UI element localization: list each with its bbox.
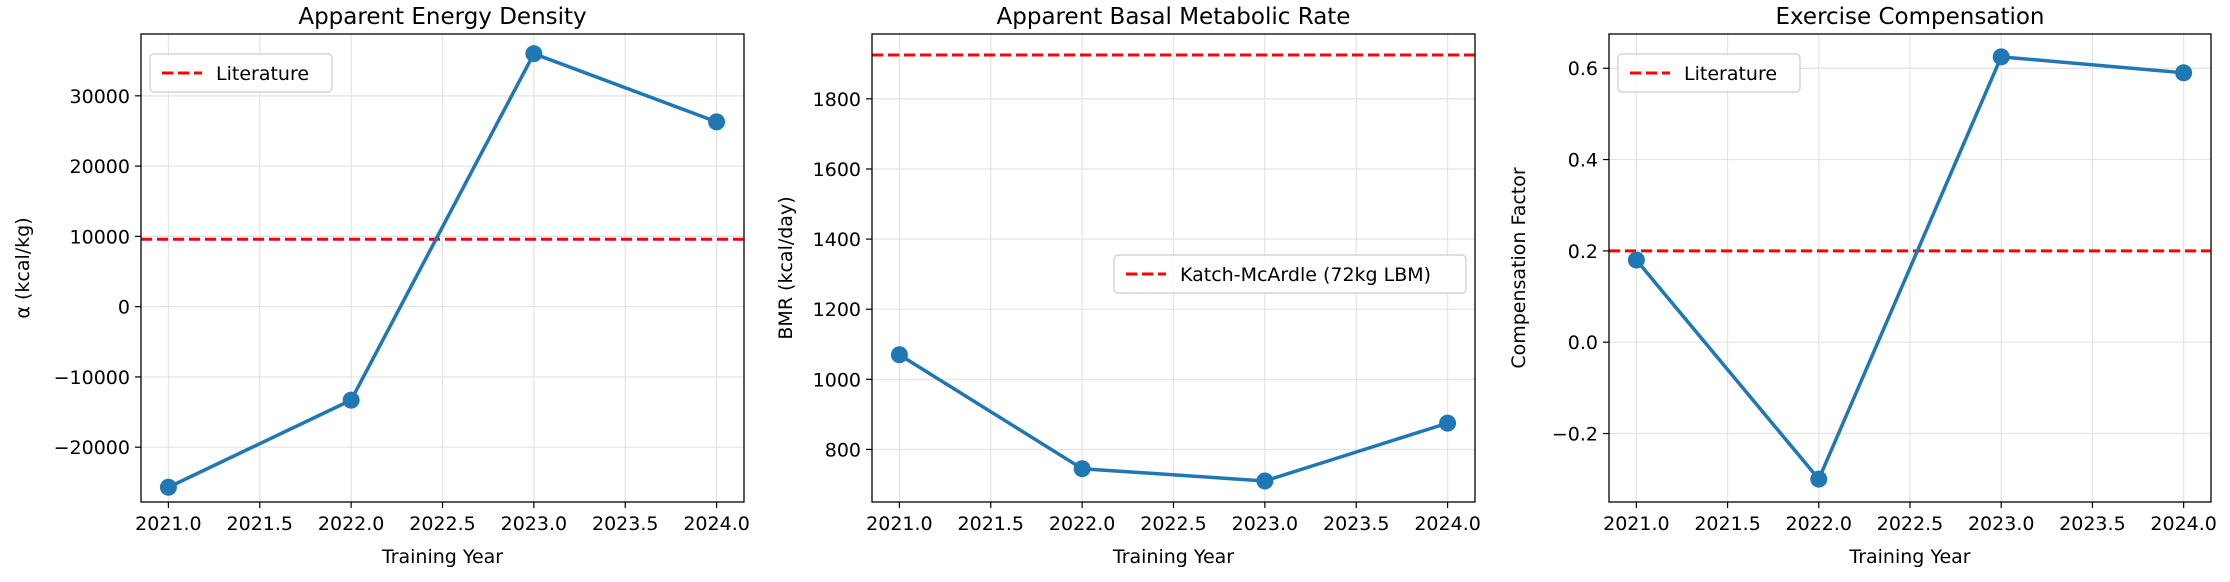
x-tick-label: 2021.5 [227, 513, 293, 535]
y-tick-label: 30000 [70, 86, 130, 108]
y-tick-label: −20000 [54, 437, 130, 459]
data-point [1256, 472, 1274, 490]
y-axis-label: Compensation Factor [1508, 167, 1530, 369]
chart-title: Apparent Basal Metabolic Rate [997, 4, 1351, 30]
x-tick-label: 2022.5 [1140, 513, 1206, 535]
x-tick-label: 2021.5 [1694, 513, 1760, 535]
y-tick-label: 0.6 [1568, 58, 1598, 80]
x-tick-label: 2022.5 [409, 513, 475, 535]
y-tick-label: −0.2 [1552, 424, 1598, 446]
y-tick-label: 1400 [813, 229, 861, 251]
data-point [708, 113, 726, 131]
data-point [159, 478, 177, 496]
series-line [167, 51, 718, 489]
y-axis-label: α (kcal/kg) [12, 217, 34, 318]
x-tick-label: 2022.5 [1877, 513, 1943, 535]
y-axis-label: BMR (kcal/day) [775, 196, 797, 339]
x-axis-label: Training Year [1112, 546, 1234, 568]
x-tick-label: 2023.5 [2059, 513, 2125, 535]
data-point [1073, 460, 1091, 478]
legend: Literature [149, 53, 333, 93]
legend-label: Literature [1684, 63, 1777, 85]
y-tick-label: 1000 [813, 369, 861, 391]
x-tick-label: 2021.5 [958, 513, 1024, 535]
y-tick-label: −10000 [54, 367, 130, 389]
legend-box [1113, 254, 1467, 294]
x-tick-label: 2021.0 [866, 513, 932, 535]
y-tick-label: 1800 [813, 89, 861, 111]
series-line [898, 353, 1449, 483]
chart-panel-2: 2021.0 2021.5 2022.0 2022.5 2023.0 2023.5 2024… [775, 4, 1481, 568]
x-tick-label: 2021.0 [135, 513, 201, 535]
x-tick-label: 2024.0 [2150, 513, 2216, 535]
y-tick-label: 0 [118, 297, 130, 319]
y-tick-label: 0.4 [1568, 150, 1598, 172]
y-tick-label: 0.0 [1568, 332, 1598, 354]
y-tick-label: 1600 [813, 159, 861, 181]
x-axis-label: Training Year [1848, 546, 1970, 568]
chart-title: Exercise Compensation [1775, 4, 2044, 30]
y-tick-label: 20000 [70, 156, 130, 178]
data-point [525, 45, 543, 63]
x-tick-label: 2024.0 [683, 513, 749, 535]
legend-label: Literature [216, 63, 309, 85]
chart-panel-1: 2021.0 2021.5 2022.0 2022.5 2023.0 2023.5 2024… [12, 4, 750, 568]
x-tick-label: 2023.0 [1232, 513, 1298, 535]
data-point [342, 391, 360, 409]
data-point [890, 346, 908, 364]
chart-title: Apparent Energy Density [298, 4, 586, 30]
legend: Katch-McArdle (72kg LBM) [1113, 254, 1467, 294]
data-point [1627, 251, 1645, 269]
legend: Literature [1617, 53, 1801, 93]
y-tick-label: 10000 [70, 226, 130, 248]
x-tick-label: 2023.5 [592, 513, 658, 535]
y-tick-label: 0.2 [1568, 241, 1598, 263]
x-tick-label: 2022.0 [1049, 513, 1115, 535]
legend-box [1617, 53, 1801, 93]
chart-panel-3: 2021.0 2021.5 2022.0 2022.5 2023.0 2023.5 2024… [1508, 4, 2217, 568]
data-point [1439, 414, 1457, 432]
x-tick-label: 2023.0 [501, 513, 567, 535]
data-point [1810, 470, 1828, 488]
x-tick-label: 2024.0 [1414, 513, 1480, 535]
series-line [1635, 55, 2184, 481]
legend-box [149, 53, 333, 93]
x-tick-label: 2023.5 [1323, 513, 1389, 535]
data-point [2175, 64, 2193, 82]
x-tick-label: 2023.0 [1968, 513, 2034, 535]
data-point [1992, 48, 2010, 66]
legend-label: Katch-McArdle (72kg LBM) [1180, 264, 1431, 286]
y-tick-label: 1200 [813, 299, 861, 321]
x-axis-label: Training Year [381, 546, 503, 568]
x-tick-label: 2022.0 [1786, 513, 1852, 535]
y-tick-label: 800 [825, 439, 861, 461]
x-tick-label: 2021.0 [1603, 513, 1669, 535]
x-tick-label: 2022.0 [318, 513, 384, 535]
